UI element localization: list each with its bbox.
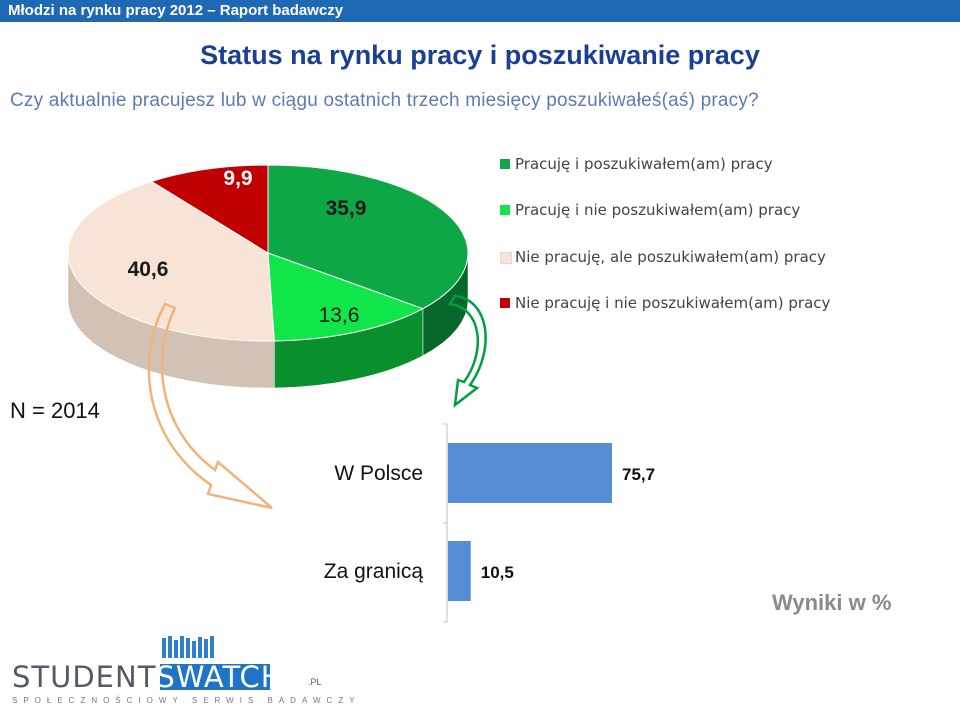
header-text: Młodzi na rynku pracy 2012 – Raport bada…: [8, 2, 344, 19]
pie-value-labels: 35,9 13,6 40,6 9,9: [128, 167, 367, 327]
pie-value-label-1: 13,6: [319, 304, 360, 327]
pie-value-label-0: 35,9: [326, 197, 367, 220]
header-bar: Młodzi na rynku pracy 2012 – Raport bada…: [0, 0, 960, 22]
pie-value-label-2: 40,6: [128, 258, 169, 281]
pie-slice-0: [267, 164, 469, 310]
logo-suffix: .PL: [308, 677, 322, 687]
results-note: Wyniki w %: [772, 590, 892, 615]
legend-swatch: [500, 205, 510, 215]
logo-part2: SWATCH: [156, 660, 284, 694]
bar-chart: W Polsce 75,7 Za granicą 10,5: [324, 423, 655, 623]
pie-value-label-3: 9,9: [223, 167, 252, 190]
legend-swatch: [500, 298, 510, 308]
question-text: Czy aktualnie pracujesz lub w ciągu osta…: [10, 90, 759, 111]
legend-swatch: [500, 159, 510, 169]
pie-slice-3: [150, 164, 269, 254]
sample-size: N = 2014: [10, 398, 100, 423]
bar-value-label-1: 10,5: [481, 563, 514, 582]
bar-category-label-1: Za granicą: [324, 560, 424, 583]
legend-label: Nie pracuję, ale poszukiwałem(am) pracy: [515, 248, 826, 266]
bar-value-label-0: 75,7: [622, 465, 655, 484]
legend-label: Nie pracuję i nie poszukiwałem(am) pracy: [515, 294, 831, 312]
pie-slice-2: [67, 180, 275, 342]
green-connector-arrow: [447, 294, 487, 408]
bar-1: [448, 541, 471, 601]
page-title: Status na rynku pracy i poszukiwanie pra…: [200, 40, 760, 70]
pie-top-faces: [67, 164, 469, 342]
logo-part1: STUDENT: [12, 660, 157, 694]
connector-arrows: [147, 294, 487, 510]
bar-0: [448, 443, 612, 503]
legend-swatch: [500, 252, 512, 264]
legend-label: Pracuję i nie poszukiwałem(am) pracy: [515, 201, 801, 219]
logo-tagline: SPOŁECZNOŚCIOWY SERWIS BADAWCZY: [12, 696, 361, 705]
bar-category-label-0: W Polsce: [334, 462, 423, 485]
logo: STUDENTSWATCH: [12, 660, 284, 694]
pie-slice-1: [267, 252, 425, 342]
legend-label: Pracuję i poszukiwałem(am) pracy: [515, 155, 773, 173]
orange-connector-arrow: [147, 302, 273, 510]
